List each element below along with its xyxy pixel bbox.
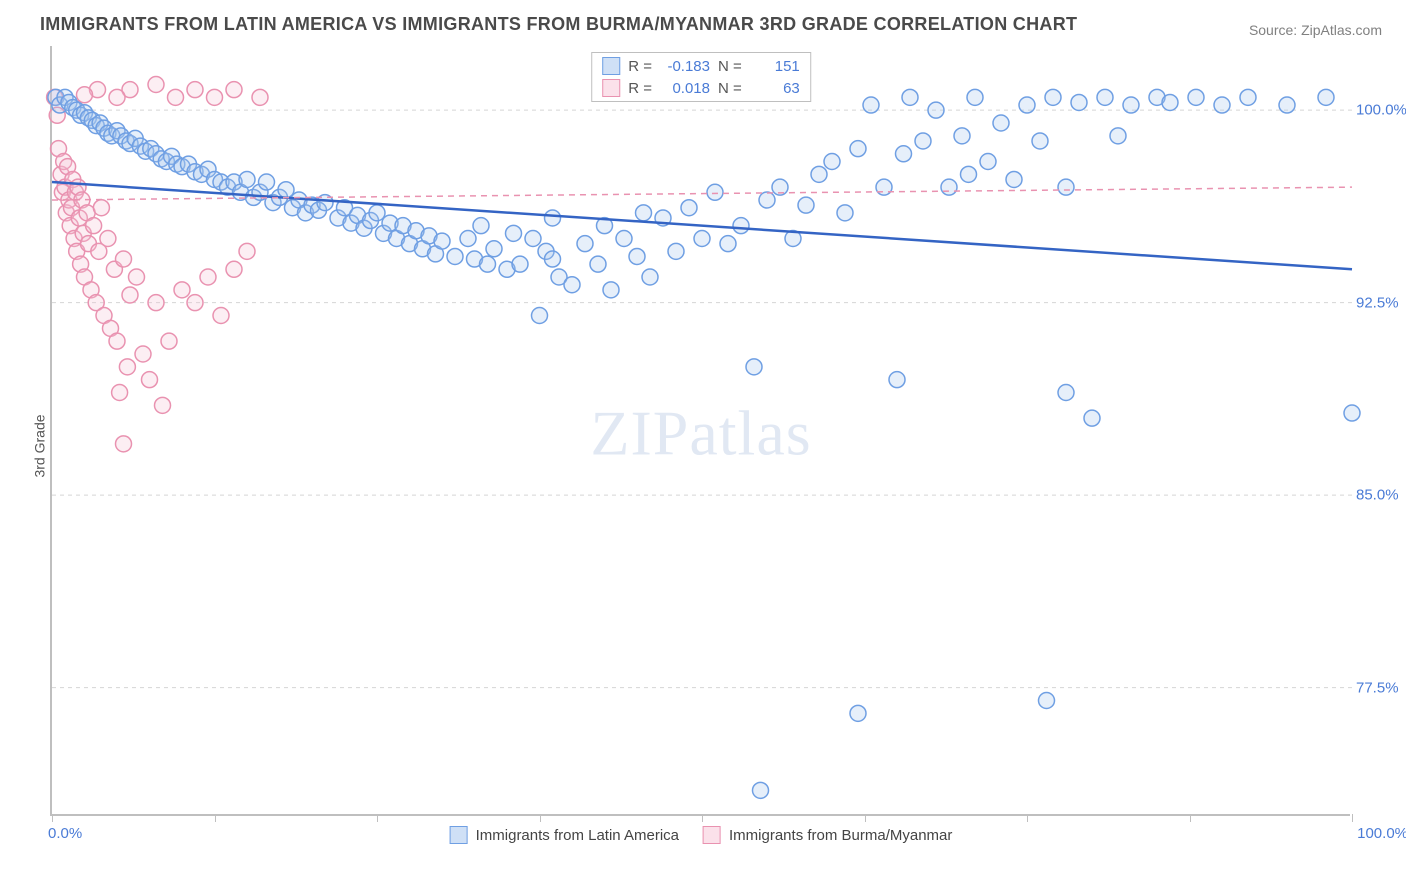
- x-tick: [1027, 814, 1028, 822]
- legend-series: Immigrants from Latin America Immigrants…: [450, 826, 953, 844]
- swatch-pink: [602, 79, 620, 97]
- n-value-blue: 151: [750, 58, 800, 75]
- swatch-pink: [703, 826, 721, 844]
- n-label: N =: [718, 80, 742, 97]
- legend-stats: R = -0.183 N = 151 R = 0.018 N = 63: [591, 52, 811, 102]
- trend-svg: [52, 46, 1350, 814]
- y-tick-label: 100.0%: [1356, 102, 1406, 119]
- r-label: R =: [628, 80, 652, 97]
- x-tick: [865, 814, 866, 822]
- x-tick: [1352, 814, 1353, 822]
- swatch-blue: [450, 826, 468, 844]
- y-axis-label: 3rd Grade: [32, 414, 48, 477]
- legend-label-burma: Immigrants from Burma/Myanmar: [729, 827, 952, 844]
- legend-stats-row-blue: R = -0.183 N = 151: [592, 55, 810, 77]
- chart-title: IMMIGRANTS FROM LATIN AMERICA VS IMMIGRA…: [40, 14, 1077, 35]
- x-tick: [215, 814, 216, 822]
- x-tick: [1190, 814, 1191, 822]
- r-value-pink: 0.018: [660, 80, 710, 97]
- y-tick-label: 85.0%: [1356, 487, 1406, 504]
- source-link[interactable]: ZipAtlas.com: [1301, 22, 1382, 38]
- y-tick-label: 92.5%: [1356, 294, 1406, 311]
- swatch-blue: [602, 57, 620, 75]
- x-tick: [540, 814, 541, 822]
- legend-stats-row-pink: R = 0.018 N = 63: [592, 77, 810, 99]
- x-tick-label-max: 100.0%: [1357, 825, 1406, 842]
- r-label: R =: [628, 58, 652, 75]
- r-value-blue: -0.183: [660, 58, 710, 75]
- legend-item-latin-america: Immigrants from Latin America: [450, 826, 679, 844]
- x-tick-label-min: 0.0%: [48, 825, 82, 842]
- x-tick: [52, 814, 53, 822]
- source-credit: Source: ZipAtlas.com: [1249, 22, 1382, 38]
- plot-area: ZIPatlas R = -0.183 N = 151 R = 0.018 N …: [50, 46, 1350, 816]
- y-tick-label: 77.5%: [1356, 679, 1406, 696]
- n-label: N =: [718, 58, 742, 75]
- x-tick: [377, 814, 378, 822]
- source-prefix: Source:: [1249, 22, 1301, 38]
- x-tick: [702, 814, 703, 822]
- n-value-pink: 63: [750, 80, 800, 97]
- legend-label-latin-america: Immigrants from Latin America: [476, 827, 679, 844]
- legend-item-burma: Immigrants from Burma/Myanmar: [703, 826, 952, 844]
